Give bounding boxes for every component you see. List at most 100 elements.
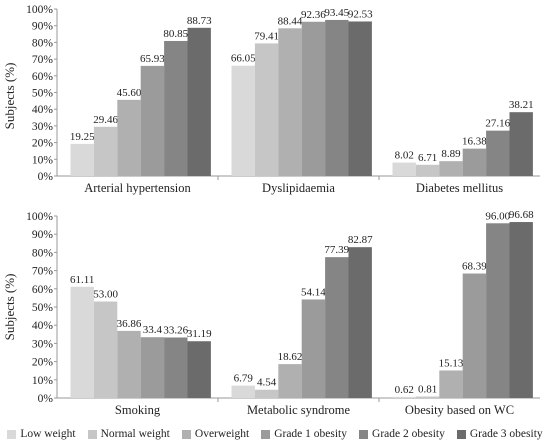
data-label: 4.54 [257, 377, 277, 389]
bar-grade-2-obesity [325, 257, 349, 398]
y-tick-label: 20% [32, 138, 54, 150]
data-label: 77.39 [324, 244, 349, 256]
category-label: Smoking [115, 403, 161, 417]
data-label: 19.25 [70, 131, 95, 143]
y-axis-label: Subjects (%) [2, 274, 17, 341]
bar-grade-3-obesity [509, 222, 533, 398]
bar-grade-3-obesity [348, 21, 372, 176]
bar-grade-2-obesity [486, 223, 510, 398]
y-tick-label: 40% [32, 104, 54, 116]
y-tick-label: 60% [32, 71, 54, 83]
data-label: 0.81 [418, 384, 437, 396]
category-label: Arterial hypertension [84, 181, 191, 195]
legend-label: Grade 2 obesity [372, 428, 445, 440]
y-tick-label: 30% [32, 338, 54, 350]
y-tick-label: 90% [32, 21, 54, 33]
bar-low-weight [231, 385, 255, 398]
y-tick-label: 90% [32, 229, 54, 241]
data-label: 18.62 [278, 351, 303, 363]
y-tick-label: 100% [26, 211, 53, 223]
bar-grade-1-obesity [462, 273, 487, 398]
bar-normal-weight [93, 301, 118, 398]
bar-normal-weight [254, 389, 279, 398]
legend-label: Normal weight [100, 428, 170, 440]
legend: Low weight Normal weight Overweight Grade 1… [0, 424, 550, 444]
data-label: 27.16 [485, 118, 510, 130]
bar-normal-weight [254, 43, 279, 176]
data-label: 82.87 [348, 234, 373, 246]
data-label: 80.85 [163, 28, 188, 40]
bar-low-weight [70, 286, 94, 398]
bar-grade-2-obesity [164, 337, 188, 398]
bar-overweight [439, 161, 463, 176]
y-tick-label: 10% [32, 375, 54, 387]
bar-overweight [117, 99, 141, 176]
bar-low-weight [392, 162, 416, 176]
data-label: 88.73 [187, 15, 212, 27]
category-label: Metabolic syndrome [247, 403, 351, 417]
legend-swatch [261, 429, 271, 439]
y-axis-label: Subjects (%) [2, 63, 17, 130]
bar-grade-2-obesity [325, 19, 349, 176]
y-tick-label: 10% [32, 154, 54, 166]
data-label: 92.53 [348, 8, 373, 20]
legend-label: Grade 1 obesity [274, 428, 348, 440]
bar-normal-weight [93, 126, 118, 176]
data-label: 15.13 [439, 357, 464, 369]
data-label: 88.44 [278, 15, 303, 27]
y-tick-label: 80% [32, 247, 54, 259]
legend-swatch [87, 429, 97, 439]
data-label: 68.39 [462, 261, 487, 273]
data-label: 53.00 [93, 289, 118, 301]
legend-item: Grade 2 obesity [359, 428, 445, 440]
bar-grade-3-obesity [509, 112, 533, 176]
y-tick-label: 50% [32, 88, 54, 100]
bar-grade-2-obesity [164, 40, 188, 176]
data-label: 33.4 [143, 324, 163, 336]
data-label: 8.89 [441, 148, 461, 160]
y-tick-label: 80% [32, 37, 54, 49]
legend-item: Overweight [181, 428, 250, 440]
data-label: 96.00 [485, 210, 510, 222]
y-tick-label: 100% [26, 4, 53, 16]
bar-grade-1-obesity [140, 337, 165, 398]
y-tick-label: 70% [32, 54, 54, 66]
y-tick-label: 20% [32, 357, 54, 369]
legend-item: Grade 1 obesity [261, 428, 347, 440]
legend-item: Grade 3 obesity [456, 428, 543, 440]
bar-grade-1-obesity [462, 148, 487, 176]
y-tick-label: 0% [38, 393, 54, 405]
bar-grade-3-obesity [348, 247, 372, 398]
legend-label: Low weight [20, 428, 76, 440]
data-label: 0.62 [395, 384, 414, 396]
data-label: 16.38 [462, 136, 487, 148]
bar-grade-3-obesity [187, 27, 211, 177]
data-label: 36.86 [117, 318, 142, 330]
bar-low-weight [70, 143, 94, 176]
legend-swatch [181, 429, 191, 439]
legend-item: Normal weight [87, 428, 170, 440]
category-label: Dyslipidaemia [262, 181, 335, 195]
data-label: 6.71 [418, 152, 437, 164]
legend-swatch [456, 429, 466, 439]
y-tick-label: 40% [32, 320, 54, 332]
y-tick-label: 60% [32, 284, 54, 296]
data-label: 96.68 [509, 209, 534, 221]
bar-overweight [278, 28, 302, 176]
legend-label: Overweight [194, 428, 250, 440]
data-label: 79.41 [254, 30, 279, 42]
y-tick-label: 0% [38, 171, 54, 183]
bar-grade-1-obesity [140, 65, 165, 176]
category-label: Diabetes mellitus [416, 181, 503, 195]
legend-swatch [359, 429, 369, 439]
data-label: 45.60 [117, 87, 142, 99]
bar-grade-3-obesity [187, 341, 211, 398]
y-tick-label: 70% [32, 266, 54, 278]
bar-grade-2-obesity [486, 130, 510, 176]
bar-overweight [439, 370, 463, 398]
bar-overweight [117, 330, 141, 398]
bar-low-weight [392, 396, 416, 398]
data-label: 92.36 [301, 9, 326, 21]
data-label: 66.05 [231, 53, 256, 65]
